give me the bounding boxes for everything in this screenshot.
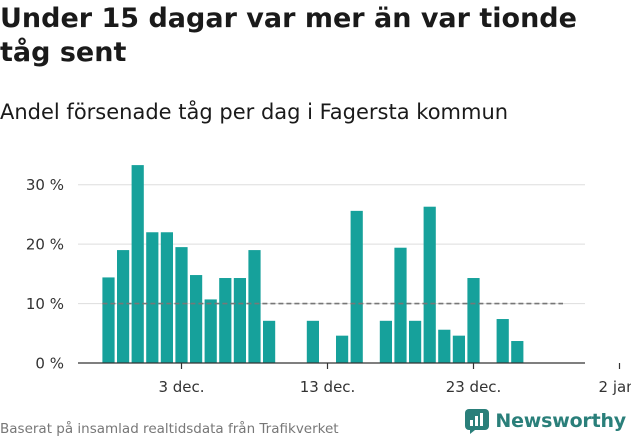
- brand-name: Newsworthy: [495, 410, 626, 432]
- bar: [511, 341, 524, 363]
- bar: [263, 320, 276, 363]
- bar: [379, 320, 392, 363]
- bar: [409, 320, 422, 363]
- bar: [438, 329, 451, 363]
- bar: [131, 165, 144, 363]
- bar: [467, 278, 480, 363]
- bar: [306, 320, 319, 363]
- y-tick-label: 10 %: [26, 295, 64, 313]
- bar: [160, 232, 173, 363]
- bar: [190, 275, 203, 363]
- x-tick-label: 3 dec.: [158, 378, 204, 396]
- bar: [394, 247, 407, 363]
- chart-title: Under 15 dagar var mer än var tionde tåg…: [0, 3, 577, 68]
- y-tick-label: 30 %: [26, 176, 64, 194]
- bar: [336, 335, 349, 363]
- source-note: Baserat på insamlad realtidsdata från Tr…: [0, 421, 339, 437]
- bars: [102, 165, 524, 363]
- y-tick-label: 0 %: [35, 355, 64, 373]
- bar: [350, 210, 363, 363]
- bar: [233, 278, 246, 363]
- bar: [496, 319, 509, 363]
- x-tick-label: 23 dec.: [446, 378, 502, 396]
- x-tick-label: 2 jan.: [599, 378, 631, 396]
- bar: [117, 250, 130, 363]
- x-tick-label: 13 dec.: [300, 378, 356, 396]
- chart-subtitle: Andel försenade tåg per dag i Fagersta k…: [0, 100, 509, 124]
- x-axis: 3 dec. 13 dec. 23 dec. 2 jan.: [78, 362, 631, 396]
- bar: [175, 247, 188, 363]
- y-tick-label: 20 %: [26, 236, 64, 254]
- bar: [423, 206, 436, 363]
- bar: [248, 250, 261, 363]
- bar: [102, 277, 115, 363]
- bar: [452, 335, 465, 363]
- newsworthy-logo-icon: [465, 409, 490, 434]
- brand-logo: Newsworthy: [464, 408, 626, 434]
- bar: [204, 299, 217, 363]
- bar: [146, 232, 159, 363]
- bar: [219, 278, 232, 363]
- y-axis-labels: 0 % 10 % 20 % 30 %: [26, 176, 64, 372]
